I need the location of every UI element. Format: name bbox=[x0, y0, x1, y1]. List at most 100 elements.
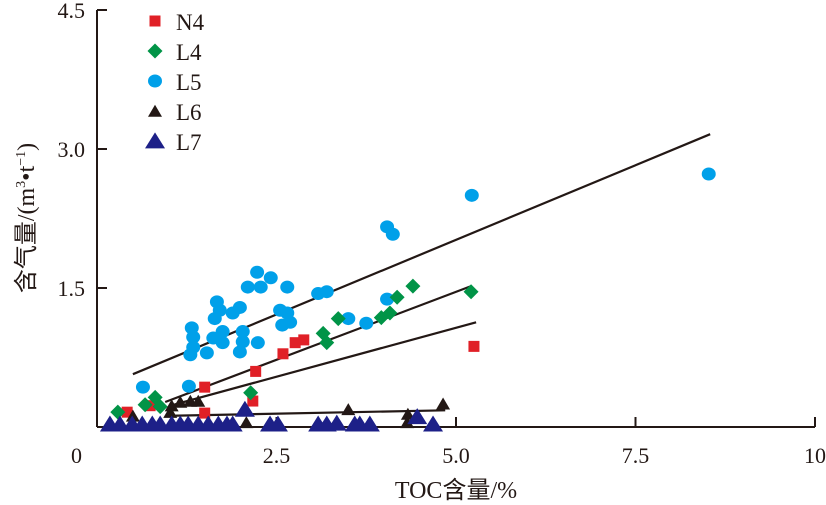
point-l6 bbox=[239, 416, 254, 429]
point-l5 bbox=[135, 380, 150, 394]
point-n4 bbox=[289, 337, 301, 349]
legend-label: L6 bbox=[176, 100, 202, 125]
point-l5 bbox=[250, 336, 265, 350]
fit-line-l5 bbox=[132, 133, 711, 376]
point-l5 bbox=[464, 188, 479, 202]
legend-marker-n4 bbox=[149, 15, 161, 27]
point-l5 bbox=[235, 325, 250, 339]
point-n4 bbox=[121, 406, 133, 418]
point-l4 bbox=[463, 284, 479, 300]
point-l5 bbox=[186, 340, 201, 354]
point-n4 bbox=[250, 365, 262, 377]
point-l5 bbox=[380, 292, 395, 306]
legend-item-n4: N4 bbox=[149, 10, 205, 35]
point-n4 bbox=[247, 395, 259, 407]
point-l5 bbox=[385, 227, 400, 241]
point-l5 bbox=[280, 280, 295, 294]
point-n4 bbox=[468, 340, 480, 352]
point-l5 bbox=[215, 336, 230, 350]
point-l5 bbox=[263, 271, 278, 285]
y-ticks: 0 1.5 3.0 4.5 bbox=[58, 0, 107, 468]
point-l5 bbox=[240, 280, 255, 294]
legend: N4 L4 L5 L6 L7 bbox=[145, 10, 205, 155]
point-n4 bbox=[199, 381, 211, 393]
point-l4 bbox=[330, 311, 346, 327]
y-tick-label: 3.0 bbox=[58, 137, 86, 162]
series-l7 bbox=[99, 400, 444, 432]
point-l6 bbox=[400, 416, 415, 429]
point-l5 bbox=[341, 312, 356, 326]
y-axis-title-mid: •t bbox=[14, 165, 40, 180]
point-n4 bbox=[298, 334, 310, 346]
y-axis-title-end: ) bbox=[14, 143, 40, 151]
x-axis-title: TOC含量/% bbox=[395, 477, 517, 504]
point-n4 bbox=[277, 348, 289, 360]
point-l7 bbox=[407, 408, 428, 425]
point-l5 bbox=[181, 379, 196, 393]
point-l5 bbox=[199, 346, 214, 360]
fit-line-l6 bbox=[165, 409, 446, 417]
point-l5 bbox=[250, 265, 265, 279]
legend-marker-l7 bbox=[145, 132, 165, 149]
fit-line-n4 bbox=[169, 321, 477, 407]
point-n4 bbox=[199, 407, 211, 419]
legend-marker-l4 bbox=[147, 43, 163, 59]
point-l7 bbox=[359, 415, 380, 432]
legend-item-l5: L5 bbox=[148, 70, 202, 95]
point-l4 bbox=[137, 397, 153, 413]
point-l7 bbox=[222, 415, 243, 432]
fit-line-l4 bbox=[164, 285, 472, 404]
point-l5 bbox=[283, 315, 298, 329]
point-l5 bbox=[212, 303, 227, 317]
point-l6 bbox=[341, 403, 356, 416]
point-l5 bbox=[253, 280, 268, 294]
point-l7 bbox=[267, 415, 288, 432]
point-l7 bbox=[234, 400, 255, 417]
legend-item-l4: L4 bbox=[147, 40, 202, 65]
point-l5 bbox=[235, 335, 250, 349]
point-l5 bbox=[186, 330, 201, 344]
point-l5 bbox=[359, 316, 374, 330]
y-axis-title-main: 含气量/(m bbox=[13, 187, 40, 293]
point-l7 bbox=[326, 414, 347, 431]
point-l6 bbox=[164, 399, 179, 412]
y-tick-label: 0 bbox=[71, 443, 82, 468]
y-axis-title-sup1: 3 bbox=[14, 181, 29, 188]
point-l4 bbox=[319, 335, 335, 351]
point-l5 bbox=[319, 285, 334, 299]
y-tick-label: 1.5 bbox=[58, 276, 86, 301]
series-l4 bbox=[110, 278, 479, 420]
y-axis-title: 含气量/(m3•t−1) bbox=[13, 143, 40, 293]
point-l6 bbox=[400, 407, 415, 420]
legend-label: L4 bbox=[176, 40, 202, 65]
point-l6 bbox=[173, 395, 188, 408]
legend-label: L5 bbox=[176, 70, 202, 95]
legend-marker-l5 bbox=[148, 74, 162, 88]
point-l5 bbox=[232, 345, 247, 359]
x-tick-label: 10 bbox=[804, 443, 826, 468]
legend-marker-l6 bbox=[148, 104, 162, 117]
legend-item-l7: L7 bbox=[145, 130, 202, 155]
x-tick-label: 2.5 bbox=[263, 443, 291, 468]
point-l5 bbox=[232, 300, 247, 314]
x-ticks: 2.5 5.0 7.5 10 bbox=[263, 417, 826, 468]
data-points bbox=[99, 167, 716, 432]
legend-label: N4 bbox=[176, 10, 205, 35]
point-l4 bbox=[110, 404, 126, 420]
point-l6 bbox=[125, 409, 140, 422]
legend-label: L7 bbox=[176, 130, 202, 155]
point-l7 bbox=[423, 415, 444, 432]
series-l5 bbox=[135, 167, 716, 394]
point-l4 bbox=[389, 289, 405, 305]
point-l4 bbox=[152, 399, 168, 415]
legend-item-l6: L6 bbox=[148, 100, 202, 125]
point-l4 bbox=[405, 278, 421, 294]
axes: 0 1.5 3.0 4.5 2.5 5.0 7.5 10 bbox=[58, 0, 826, 468]
point-l5 bbox=[701, 167, 716, 181]
x-tick-label: 5.0 bbox=[442, 443, 470, 468]
y-axis-title-sup2: −1 bbox=[14, 151, 29, 166]
point-l6 bbox=[436, 397, 451, 410]
point-l4 bbox=[382, 305, 398, 321]
point-l6 bbox=[163, 405, 178, 418]
